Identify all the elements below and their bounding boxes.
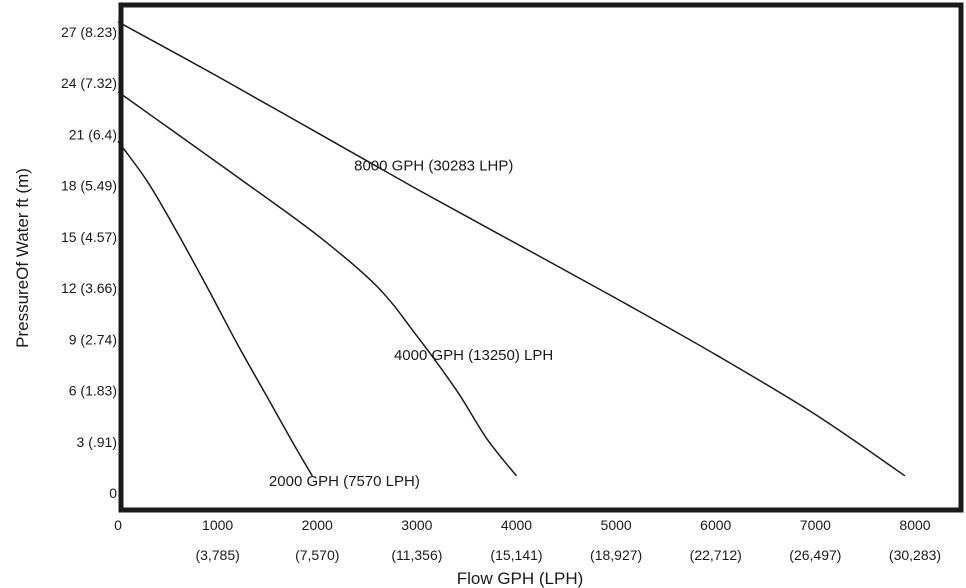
x-tick-label: 8000 (899, 517, 930, 533)
y-tick-label: 27 (8.23) (61, 24, 117, 40)
x-tick-sublabel: (15,141) (490, 547, 542, 563)
x-tick-sublabel: (3,785) (195, 547, 239, 563)
x-tick-labels: 0 1000 (3,785) 2000 (7,570) 3000 (11,356) 4000 (… (114, 517, 941, 563)
x-tick-label: 4000 (501, 517, 532, 533)
x-tick-sublabel: (26,497) (789, 547, 841, 563)
x-tick-label: 2000 (302, 517, 333, 533)
x-tick-label: 6000 (700, 517, 731, 533)
plot-frame (118, 2, 964, 513)
series-line (117, 140, 313, 477)
x-tick-sublabel: (7,570) (295, 547, 339, 563)
x-tick-label: 0 (114, 517, 122, 533)
x-tick-label: 1000 (202, 517, 233, 533)
x-axis-label: Flow GPH (LPH) (457, 569, 584, 588)
x-tick-label: 3000 (401, 517, 432, 533)
y-tick-label: 18 (5.49) (61, 178, 117, 194)
series-line (117, 21, 906, 477)
x-tick-label: 7000 (800, 517, 831, 533)
y-axis-label: PressureOf Water ft (m) (13, 168, 32, 348)
y-tick-label: 15 (4.57) (61, 229, 117, 245)
x-tick-sublabel: (30,283) (889, 547, 941, 563)
series-line (117, 91, 518, 477)
series-label: 4000 GPH (13250) LPH (394, 347, 553, 364)
y-tick-label: 6 (1.83) (69, 383, 117, 399)
series-labels: 8000 GPH (30283 LHP) 4000 GPH (13250) LPH… (269, 157, 553, 490)
y-tick-label: 0 (109, 485, 117, 501)
y-tick-label: 3 (.91) (77, 434, 117, 450)
x-tick-label: 5000 (601, 517, 632, 533)
series-lines (117, 21, 906, 477)
series-label: 2000 GPH (7570 LPH) (269, 473, 420, 490)
y-tick-labels: 0 3 (.91) 6 (1.83) 9 (2.74) 12 (3.66) 15 (4.5… (61, 24, 117, 501)
x-tick-sublabel: (18,927) (590, 547, 642, 563)
y-tick-label: 24 (7.32) (61, 75, 117, 91)
y-tick-label: 9 (2.74) (69, 331, 117, 347)
x-tick-sublabel: (11,356) (391, 547, 442, 563)
series-label: 8000 GPH (30283 LHP) (354, 157, 513, 174)
y-tick-label: 12 (3.66) (61, 280, 117, 296)
x-tick-sublabel: (22,712) (690, 547, 742, 563)
y-tick-label: 21 (6.4) (69, 126, 117, 142)
